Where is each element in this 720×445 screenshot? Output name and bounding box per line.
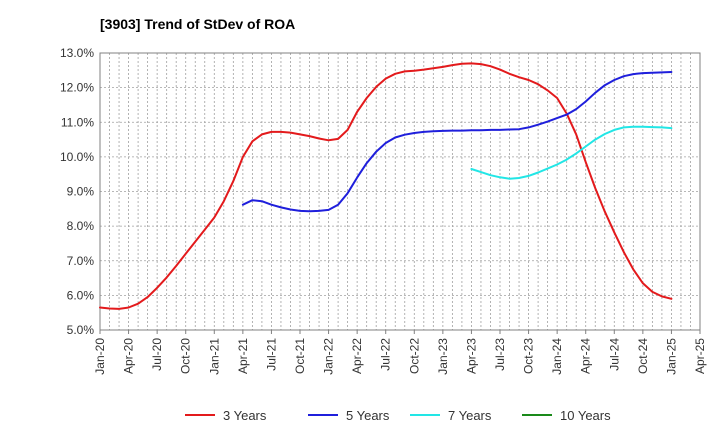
- x-tick-label: Jul-22: [379, 338, 393, 371]
- y-tick-label: 13.0%: [60, 46, 94, 60]
- x-tick-label: Jul-24: [607, 338, 621, 371]
- y-tick-label: 10.0%: [60, 150, 94, 164]
- x-tick-label: Apr-22: [350, 338, 364, 374]
- y-tick-label: 9.0%: [67, 185, 95, 199]
- legend-label: 7 Years: [448, 408, 492, 423]
- y-tick-label: 8.0%: [67, 219, 95, 233]
- x-tick-label: Oct-21: [293, 338, 307, 374]
- series-line-3-years: [99, 62, 673, 310]
- x-tick-label: Oct-22: [407, 338, 421, 374]
- series-line-5-years: [241, 71, 673, 213]
- legend-label: 5 Years: [346, 408, 390, 423]
- legend: 3 Years 5 Years 7 Years 10 Years: [185, 408, 611, 423]
- y-tick-label: 6.0%: [67, 288, 95, 302]
- plot-frame: [99, 52, 701, 331]
- y-tick-label: 5.0%: [67, 323, 95, 337]
- x-tick-label: Jan-21: [207, 338, 221, 375]
- y-tick-label: 11.0%: [61, 115, 94, 129]
- series-layer: [99, 62, 673, 310]
- x-tick-label: Apr-24: [579, 338, 593, 374]
- x-tick-label: Apr-21: [236, 338, 250, 374]
- x-tick-label: Jan-20: [93, 338, 107, 375]
- x-tick-label: Jan-24: [550, 338, 564, 375]
- legend-label: 10 Years: [560, 408, 611, 423]
- x-tick-label: Jan-22: [322, 338, 336, 375]
- legend-label: 3 Years: [223, 408, 267, 423]
- y-axis-ticks: 5.0% 6.0% 7.0% 8.0% 9.0% 10.0% 11.0% 12.0% 13.0%: [60, 46, 94, 337]
- x-tick-label: Oct-24: [636, 338, 650, 374]
- x-tick-label: Oct-20: [179, 338, 193, 374]
- x-axis-ticks: Jan-20 Apr-20 Jul-20 Oct-20 Jan-21 Apr-21 Jul-…: [93, 330, 707, 375]
- y-tick-label: 12.0%: [60, 81, 94, 95]
- x-tick-label: Apr-23: [464, 338, 478, 374]
- x-tick-label: Jan-25: [664, 338, 678, 375]
- chart-title: [3903] Trend of StDev of ROA: [100, 16, 296, 32]
- x-tick-label: Jul-23: [493, 338, 507, 371]
- x-tick-label: Jul-21: [264, 338, 278, 371]
- grid-layer: [100, 53, 700, 330]
- x-tick-label: Apr-25: [693, 338, 707, 374]
- x-tick-label: Apr-20: [122, 338, 136, 374]
- y-tick-label: 7.0%: [67, 254, 95, 268]
- x-tick-label: Oct-23: [522, 338, 536, 374]
- x-tick-label: Jan-23: [436, 338, 450, 375]
- x-tick-label: Jul-20: [150, 338, 164, 371]
- series-line-7-years: [470, 125, 673, 180]
